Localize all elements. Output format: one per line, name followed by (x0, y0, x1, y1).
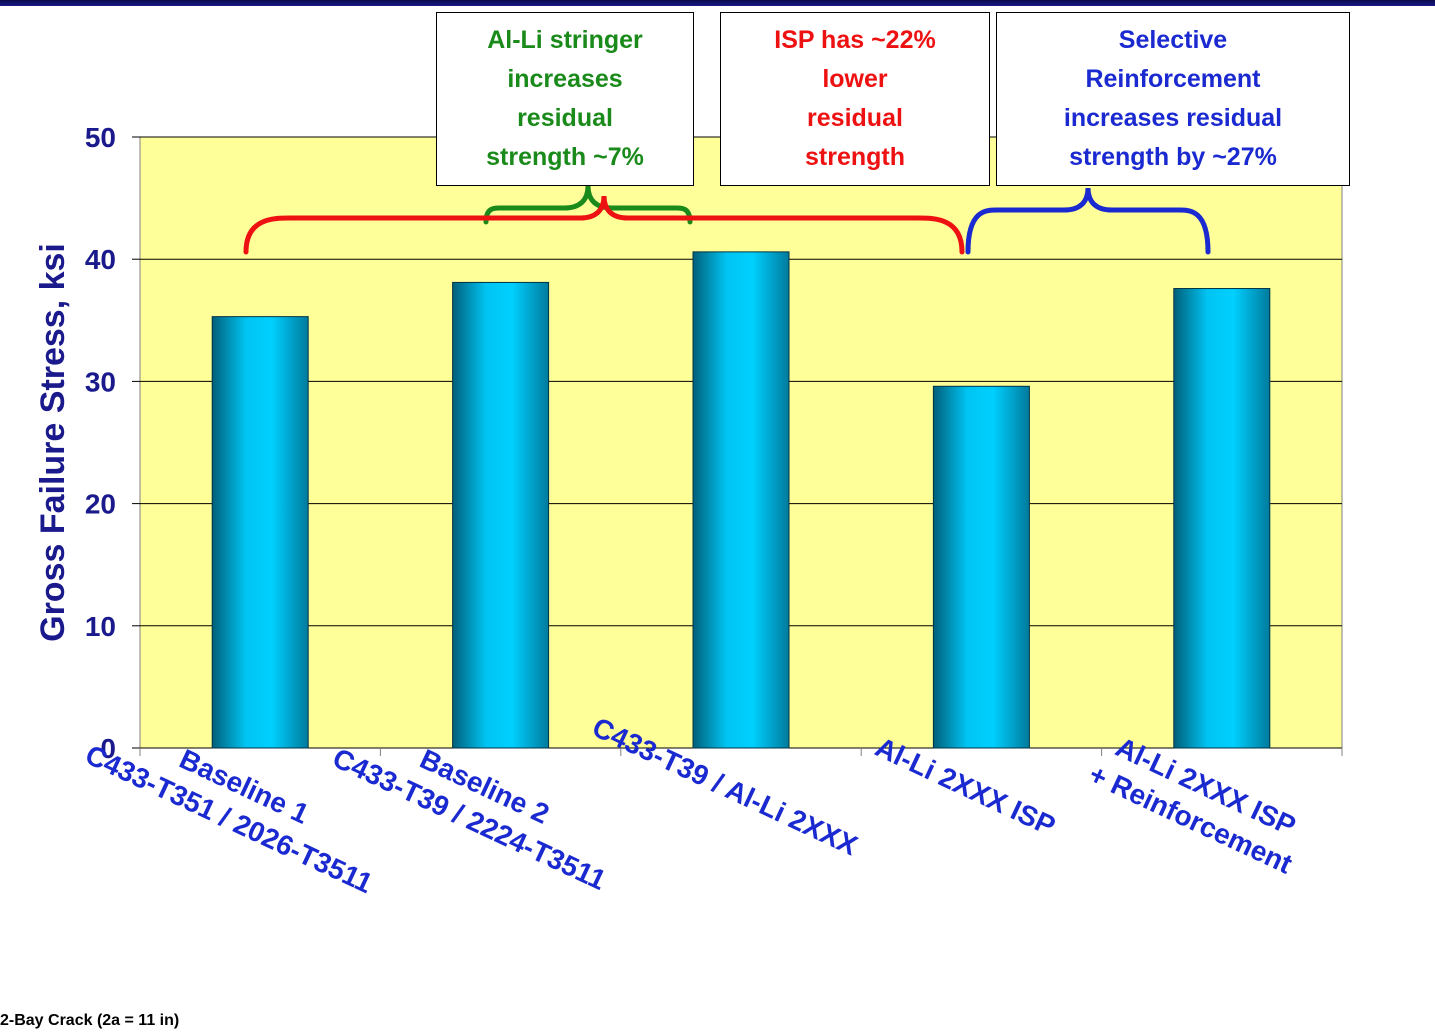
bar-0 (211, 316, 309, 749)
callout-green: Al-Li stringer increases residual streng… (436, 12, 694, 186)
bar-1 (452, 281, 550, 749)
callout-blue: Selective Reinforcement increases residu… (996, 12, 1350, 186)
callout-red: ISP has ~22% lower residual strength (720, 12, 990, 186)
bar-3 (932, 385, 1030, 749)
ytick-label-30: 30 (85, 366, 116, 397)
ytick-label-50: 50 (85, 122, 116, 153)
ytick-label-20: 20 (85, 489, 116, 520)
brace-green (483, 185, 693, 225)
footnote: 2-Bay Crack (2a = 11 in) (0, 1012, 180, 1029)
y-axis-label: Gross Failure Stress, ksi (34, 243, 72, 642)
xtick-label-4: Al-Li 2XXX ISP+ Reinforcement (1084, 731, 1300, 879)
top-rule (0, 0, 1435, 6)
bar-4 (1173, 288, 1271, 749)
bar-2 (692, 251, 790, 749)
brace-blue (965, 187, 1211, 255)
ytick-label-40: 40 (85, 244, 116, 275)
callout-green-text: Al-Li stringer increases residual streng… (486, 26, 644, 171)
ytick-label-10: 10 (85, 611, 116, 642)
callout-blue-text: Selective Reinforcement increases residu… (1063, 26, 1283, 171)
callout-red-text: ISP has ~22% lower residual strength (774, 26, 936, 171)
ytick-label-0: 0 (100, 733, 116, 764)
brace-red (243, 195, 965, 255)
